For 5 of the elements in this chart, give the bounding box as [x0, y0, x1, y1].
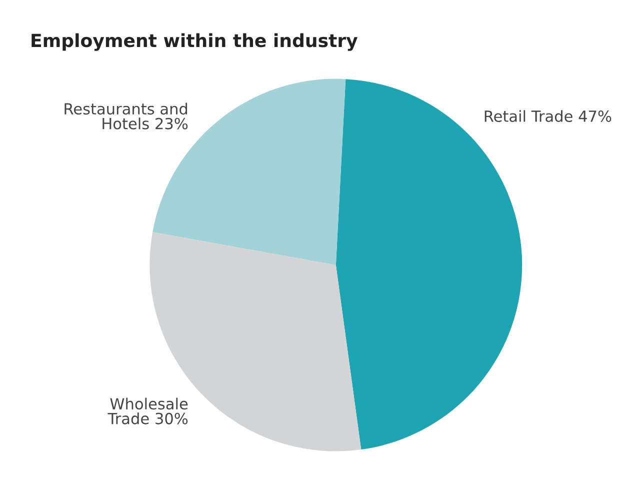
slice-label: Retail Trade 47%: [484, 110, 612, 122]
slice-label: Wholesale Trade 30%: [108, 398, 188, 424]
slice-label: Restaurants and Hotels 23%: [64, 102, 188, 130]
chart-title: Employment within the industry: [32, 33, 358, 51]
pie-slice: [152, 78, 346, 266]
